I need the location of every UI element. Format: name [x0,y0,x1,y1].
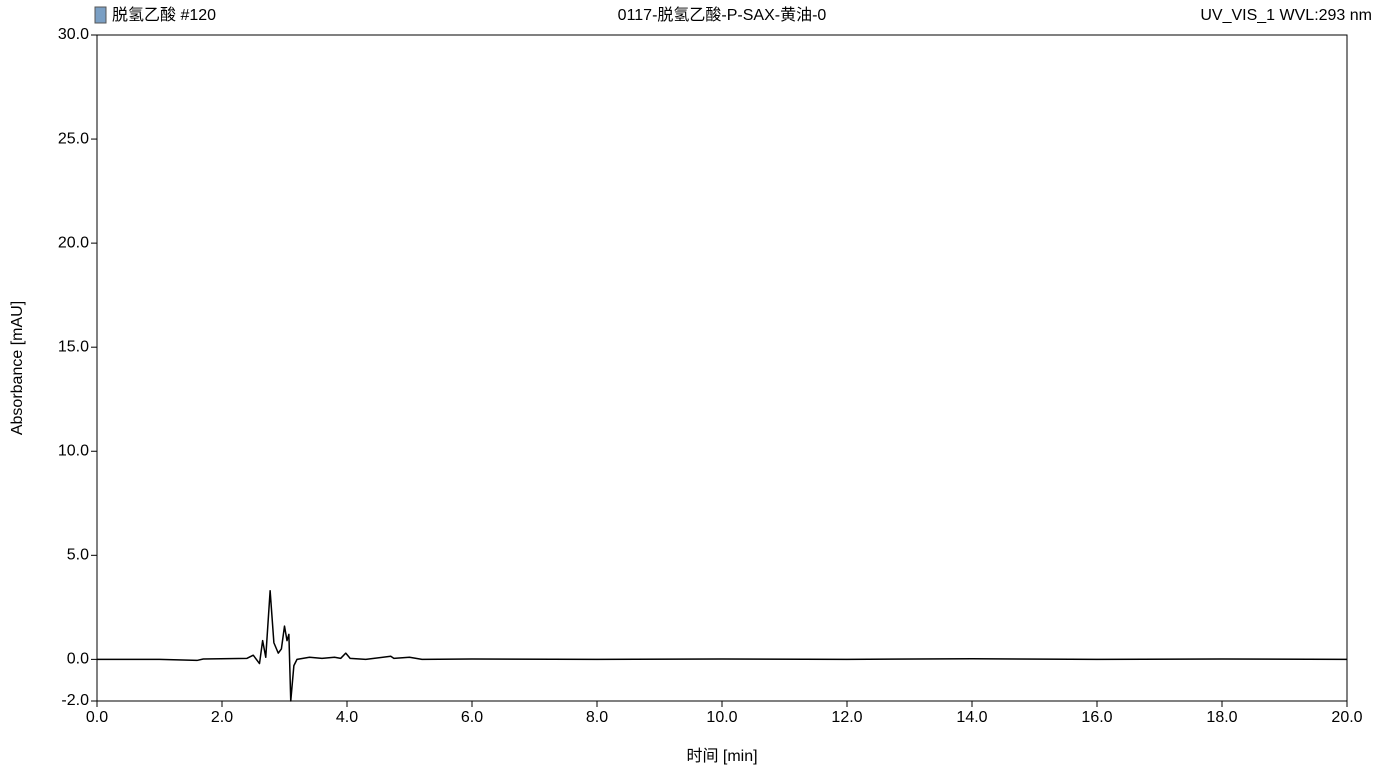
x-tick-label: 16.0 [1081,709,1112,726]
y-tick-label: 5.0 [67,547,89,564]
x-tick-label: 4.0 [336,709,358,726]
y-tick-label: 15.0 [58,338,89,355]
y-tick-label: 20.0 [58,234,89,251]
chart-title: 0117-脱氢乙酸-P-SAX-黄油-0 [618,6,827,24]
sample-icon [94,6,107,24]
channel-label: UV_VIS_1 WVL:293 nm [1200,7,1372,24]
y-tick-label: 30.0 [58,26,89,43]
x-tick-label: 2.0 [211,709,233,726]
plot-frame [96,34,1348,702]
sample-label: 脱氢乙酸 #120 [112,6,216,24]
x-axis-label: 时间 [min] [686,747,757,765]
x-tick-label: 20.0 [1331,709,1362,726]
x-tick-label: 18.0 [1206,709,1237,726]
x-tick-label: 6.0 [461,709,483,726]
y-axis-label: Absorbance [mAU] [9,301,26,435]
y-tick-label: -2.0 [61,692,89,709]
y-tick-label: 10.0 [58,442,89,459]
signal-line [97,589,1348,702]
x-tick-label: 0.0 [86,709,108,726]
x-tick-label: 14.0 [956,709,987,726]
x-tick-label: 8.0 [586,709,608,726]
x-tick-label: 10.0 [706,709,737,726]
y-tick-label: 25.0 [58,130,89,147]
x-tick-label: 12.0 [831,709,862,726]
y-tick-label: 0.0 [67,651,89,668]
